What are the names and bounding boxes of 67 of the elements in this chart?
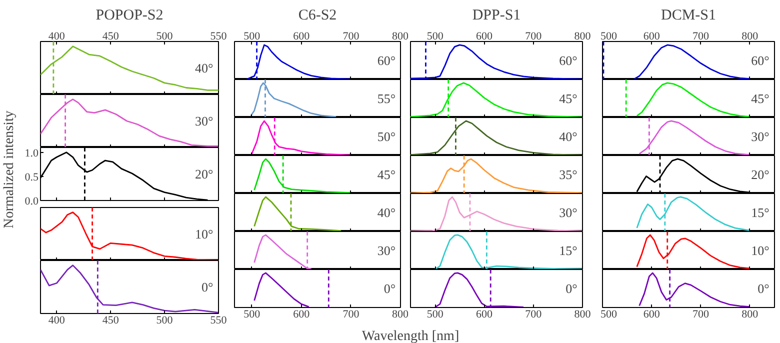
x-tick-label: 800: [742, 30, 759, 42]
x-tick-label: 500: [156, 30, 174, 42]
x-axis-title: Wavelength [nm]: [362, 329, 460, 343]
annotation: 20°: [194, 166, 214, 182]
annotation: 60°: [377, 53, 396, 68]
y-axis-title: Normalized intensity: [2, 110, 17, 228]
annotation: 50°: [377, 129, 396, 144]
x-tick-label: 550: [210, 314, 228, 326]
annotation: 30°: [377, 243, 396, 258]
x-tick-label: 500: [156, 314, 174, 326]
x-tick-label: 600: [643, 308, 660, 320]
x-tick-label: 450: [102, 30, 120, 42]
chart-title: C6-S2: [298, 8, 337, 24]
x-tick-label: 500: [600, 308, 618, 320]
annotation: 60°: [751, 53, 770, 68]
annotation: 20°: [751, 167, 770, 182]
annotation: 45°: [751, 91, 770, 106]
y-tick-label: 0.0: [24, 196, 39, 208]
x-tick-label: 600: [476, 308, 493, 320]
x-tick-label: 800: [574, 308, 592, 320]
annotation: 35°: [559, 167, 578, 182]
chart-title: POPOP-S2: [96, 8, 164, 24]
chart-title: DCM-S1: [660, 8, 716, 24]
chart-title: DPP-S1: [472, 8, 521, 24]
x-tick-label: 500: [244, 308, 261, 320]
annotation: 0°: [201, 280, 214, 294]
x-tick-label: 550: [210, 30, 228, 42]
annotation: 10°: [194, 226, 214, 242]
annotation: 0°: [384, 281, 396, 296]
x-tick-label: 500: [244, 30, 261, 42]
annotation: 0°: [566, 281, 578, 296]
x-tick-label: 800: [574, 30, 592, 42]
annotation: 15°: [559, 243, 578, 258]
x-tick-label: 700: [342, 308, 360, 320]
annotation: 55°: [377, 91, 396, 106]
annotation: 15°: [751, 205, 770, 220]
annotation: 40°: [194, 60, 214, 76]
x-tick-label: 800: [392, 30, 409, 42]
x-tick-label: 600: [643, 30, 660, 42]
x-tick-label: 800: [742, 308, 759, 320]
annotation: 10°: [751, 243, 770, 258]
x-tick-label: 400: [48, 314, 66, 326]
x-tick-label: 700: [342, 30, 360, 42]
x-tick-label: 600: [293, 30, 310, 42]
x-tick-label: 700: [692, 308, 710, 320]
x-tick-label: 700: [525, 308, 542, 320]
annotation: 40°: [559, 129, 578, 144]
annotation: 45°: [559, 91, 578, 106]
x-tick-label: 450: [102, 314, 120, 326]
x-tick-label: 700: [692, 30, 710, 42]
x-tick-label: 600: [476, 30, 493, 42]
annotation: 0°: [758, 281, 770, 296]
y-tick-label: 0.5: [24, 171, 39, 184]
annotation: 30°: [751, 129, 770, 144]
annotation: 45°: [377, 167, 396, 182]
x-tick-label: 500: [426, 308, 444, 320]
annotation: 60°: [559, 53, 578, 68]
annotation: 30°: [559, 205, 578, 220]
x-tick-label: 800: [392, 308, 409, 320]
x-tick-label: 400: [48, 30, 66, 42]
annotation: 40°: [377, 205, 396, 220]
x-tick-label: 700: [525, 30, 542, 42]
x-tick-label: 500: [426, 30, 444, 42]
x-tick-label: 600: [293, 308, 310, 320]
annotation: 30°: [194, 114, 214, 128]
y-tick-label: 1.0: [24, 147, 39, 160]
x-tick-label: 500: [600, 30, 618, 42]
